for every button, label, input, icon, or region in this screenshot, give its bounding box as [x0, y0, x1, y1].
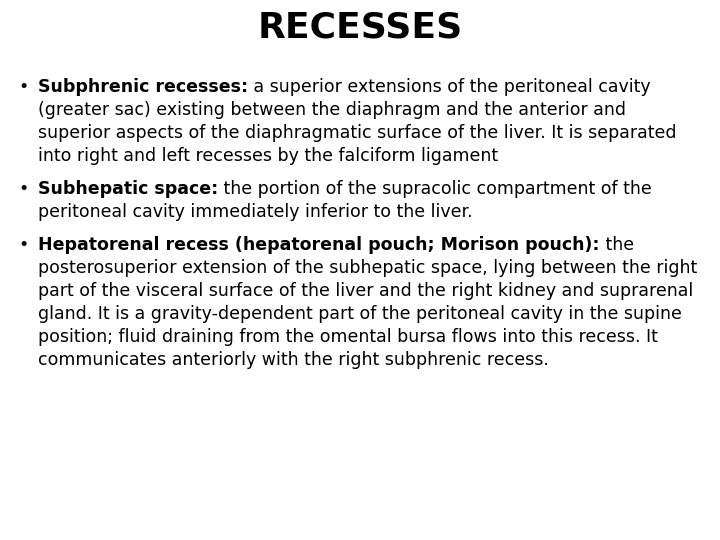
- Text: position; fluid draining from the omental bursa flows into this recess. It: position; fluid draining from the omenta…: [38, 328, 658, 346]
- Text: into right and left recesses by the falciform ligament: into right and left recesses by the falc…: [38, 147, 498, 165]
- Text: Hepatorenal recess (hepatorenal pouch; Morison pouch):: Hepatorenal recess (hepatorenal pouch; M…: [38, 236, 600, 254]
- Text: the portion of the supracolic compartment of the: the portion of the supracolic compartmen…: [218, 180, 652, 198]
- Text: •: •: [18, 236, 28, 254]
- Text: part of the visceral surface of the liver and the right kidney and suprarenal: part of the visceral surface of the live…: [38, 282, 693, 300]
- Text: •: •: [18, 180, 28, 198]
- Text: RECESSES: RECESSES: [257, 10, 463, 44]
- Text: Subhepatic space:: Subhepatic space:: [38, 180, 218, 198]
- Text: •: •: [18, 78, 28, 96]
- Text: peritoneal cavity immediately inferior to the liver.: peritoneal cavity immediately inferior t…: [38, 203, 472, 221]
- Text: a superior extensions of the peritoneal cavity: a superior extensions of the peritoneal …: [248, 78, 651, 96]
- Text: the: the: [600, 236, 634, 254]
- Text: superior aspects of the diaphragmatic surface of the liver. It is separated: superior aspects of the diaphragmatic su…: [38, 124, 677, 142]
- Text: posterosuperior extension of the subhepatic space, lying between the right: posterosuperior extension of the subhepa…: [38, 259, 697, 277]
- Text: (greater sac) existing between the diaphragm and the anterior and: (greater sac) existing between the diaph…: [38, 101, 626, 119]
- Text: communicates anteriorly with the right subphrenic recess.: communicates anteriorly with the right s…: [38, 351, 549, 369]
- Text: Subphrenic recesses:: Subphrenic recesses:: [38, 78, 248, 96]
- Text: gland. It is a gravity-dependent part of the peritoneal cavity in the supine: gland. It is a gravity-dependent part of…: [38, 305, 682, 323]
